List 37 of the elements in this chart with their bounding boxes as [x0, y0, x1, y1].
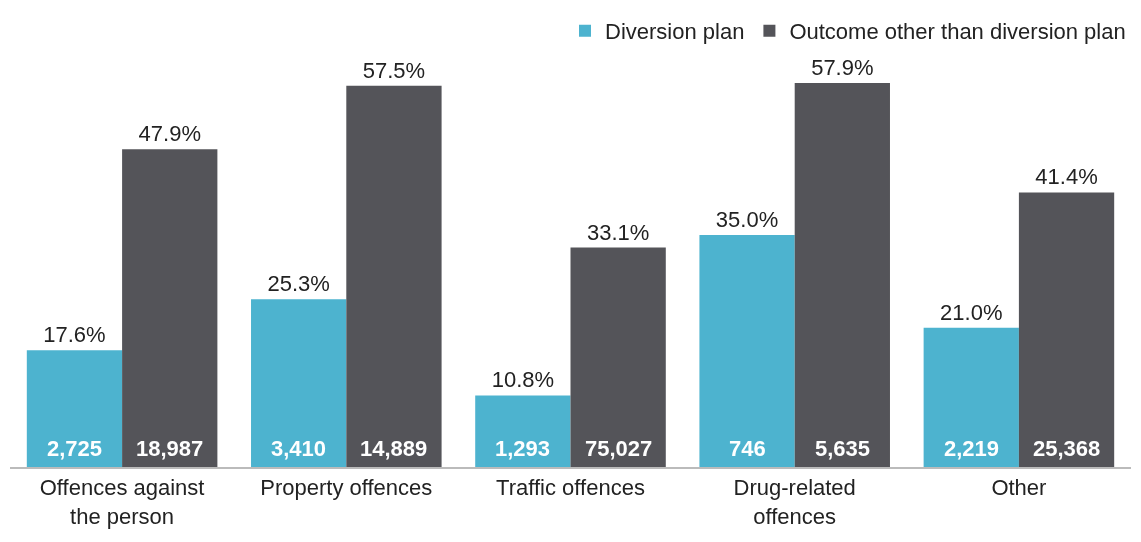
bar [26, 350, 123, 467]
bar [794, 83, 890, 467]
annotation: 2,219 [944, 436, 1000, 461]
data-label: 21.0% [940, 299, 1003, 325]
legend-label: Outcome other than diversion plan [789, 19, 1126, 45]
bar [475, 395, 571, 467]
data-label: 47.9% [138, 121, 201, 147]
bar [1018, 192, 1115, 467]
annotation: 1,293 [495, 436, 551, 461]
bar [346, 85, 442, 467]
data-label: 57.5% [362, 57, 426, 83]
data-label: 57.9% [811, 55, 874, 81]
annotation: 746 [729, 436, 766, 461]
data-label: 35.0% [715, 206, 779, 232]
data-label: 41.4% [1035, 164, 1098, 190]
annotation: 5,635 [815, 436, 871, 461]
x-tick-label: Property offences [260, 475, 433, 501]
annotation: 18,987 [136, 436, 204, 461]
annotation: 2,725 [47, 436, 103, 461]
x-tick-label: Drug-related offences [733, 475, 856, 529]
x-tick-label: Traffic offences [496, 475, 645, 501]
x-tick-label: Other [991, 475, 1047, 501]
annotation: 25,368 [1033, 436, 1101, 461]
data-label: 25.3% [267, 271, 330, 297]
bar [570, 247, 666, 467]
annotation: 3,410 [271, 436, 327, 461]
data-label: 17.6% [43, 322, 106, 348]
data-label: 33.1% [586, 219, 650, 245]
bar [923, 327, 1019, 467]
bar [122, 149, 218, 467]
bar [251, 299, 347, 467]
x-tick-label: Offences against the person [39, 475, 205, 529]
annotation: 14,889 [360, 436, 428, 461]
data-label: 10.8% [491, 367, 555, 393]
legend-label: Diversion plan [605, 19, 745, 45]
bar [699, 234, 795, 467]
annotation: 75,027 [585, 436, 653, 461]
